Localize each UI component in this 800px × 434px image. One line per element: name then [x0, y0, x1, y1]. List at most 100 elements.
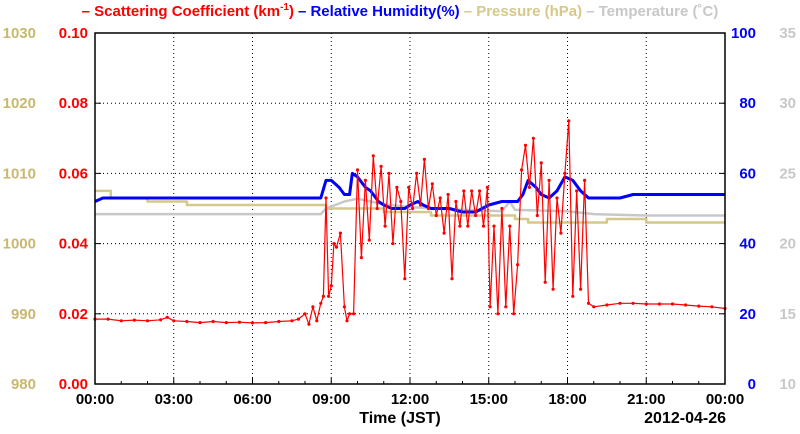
- scattering-point: [352, 312, 356, 316]
- scattering-point: [324, 196, 328, 200]
- scattering-point: [520, 168, 524, 172]
- scattering-point: [657, 302, 662, 306]
- scattering-point: [342, 305, 346, 309]
- scattering-point: [422, 157, 426, 161]
- series-line-relative-humidity: [94, 171, 725, 214]
- y-tick-label-right-outer: 15: [779, 306, 796, 323]
- y-tick-label-right-inner: 0: [748, 376, 756, 393]
- scattering-point: [334, 245, 339, 249]
- scattering-point: [535, 213, 539, 218]
- scattering-point: [697, 304, 701, 308]
- scattering-point: [348, 312, 352, 316]
- scattering-point: [165, 315, 169, 319]
- x-tick-label: 18:00: [548, 391, 586, 408]
- scattering-point: [371, 154, 375, 158]
- scattering-point: [516, 263, 520, 267]
- scattering-point: [198, 321, 202, 325]
- scattering-point: [458, 224, 462, 228]
- scattering-point: [512, 312, 516, 316]
- scattering-point: [387, 171, 391, 175]
- scattering-point: [430, 182, 434, 186]
- scattering-point: [338, 231, 342, 235]
- scattering-point: [543, 280, 547, 284]
- y-tick-label-left-outer: 1000: [3, 236, 36, 253]
- scattering-point: [446, 192, 450, 197]
- scattering-point: [450, 277, 454, 281]
- scattering-point: [321, 294, 325, 298]
- scattering-point: [470, 189, 474, 193]
- scattering-point: [307, 322, 311, 326]
- scattering-point: [395, 185, 399, 189]
- x-tick-label: 09:00: [312, 391, 350, 408]
- scattering-point: [237, 320, 241, 324]
- date-label: 2012-04-26: [644, 410, 726, 427]
- scattering-point: [644, 302, 648, 306]
- scattering-point: [277, 319, 281, 324]
- scattering-point: [119, 319, 123, 323]
- scattering-point: [485, 185, 489, 189]
- scattering-point: [466, 224, 470, 228]
- y-tick-label-right-outer: 30: [779, 95, 796, 112]
- scattering-point: [311, 305, 315, 309]
- scattering-point: [332, 242, 336, 246]
- scattering-point: [403, 277, 407, 281]
- scattering-point: [710, 305, 714, 309]
- scattering-point: [496, 312, 500, 316]
- scattering-point: [531, 136, 536, 140]
- scattering-point: [478, 189, 482, 193]
- y-tick-label-left-inner: 0.06: [59, 165, 88, 182]
- scattering-point: [438, 196, 442, 200]
- scattering-point: [345, 319, 349, 323]
- scattering-point: [391, 242, 395, 246]
- chart-legend: – Scattering Coefficient (km-1) – Relativ…: [0, 2, 800, 20]
- y-tick-label-left-outer: 1010: [3, 165, 36, 182]
- y-tick-label-right-outer: 20: [779, 236, 796, 253]
- y-tick-label-right-inner: 40: [739, 236, 756, 253]
- y-tick-label-right-outer: 10: [779, 376, 796, 393]
- scattering-point: [145, 319, 150, 323]
- y-tick-label-left-outer: 1020: [3, 95, 36, 112]
- x-tick-label: 15:00: [470, 391, 508, 408]
- scattering-point: [211, 319, 215, 324]
- x-axis-label: Time (JST): [359, 410, 441, 427]
- x-tick-label: 21:00: [627, 391, 665, 408]
- y-tick-label-left-inner: 0.02: [59, 306, 88, 323]
- scattering-point: [575, 189, 579, 193]
- y-tick-label-left-inner: 0.08: [59, 95, 88, 112]
- scattering-point: [684, 303, 688, 307]
- scattering-point: [329, 284, 333, 288]
- scattering-point: [132, 318, 136, 322]
- scattering-point: [586, 301, 591, 305]
- scattering-point: [367, 238, 371, 242]
- scattering-point: [106, 317, 110, 321]
- scattering-point: [426, 206, 430, 211]
- scattering-point: [605, 303, 609, 307]
- scattering-point: [383, 224, 387, 228]
- scattering-point: [264, 321, 268, 325]
- x-tick-label: 03:00: [155, 391, 193, 408]
- scattering-point: [418, 203, 423, 207]
- scattering-point: [539, 161, 543, 165]
- scattering-point: [399, 199, 403, 204]
- scattering-point: [571, 294, 575, 298]
- scattering-point: [407, 185, 411, 189]
- scattering-point: [492, 224, 496, 228]
- x-tick-label: 00:00: [706, 391, 744, 408]
- scattering-point: [303, 312, 307, 316]
- scattering-point: [379, 164, 383, 168]
- scattering-point: [670, 302, 675, 306]
- scattering-point: [504, 305, 508, 309]
- x-tick-label: 00:00: [76, 391, 114, 408]
- scattering-point: [567, 119, 571, 123]
- scattering-point: [159, 318, 163, 322]
- scattering-point: [474, 213, 478, 218]
- scattering-point: [583, 178, 587, 182]
- scattering-point: [290, 319, 294, 323]
- y-tick-label-right-inner: 100: [731, 25, 756, 42]
- scattering-point: [579, 287, 583, 291]
- scattering-point: [547, 178, 551, 182]
- y-tick-label-right-inner: 60: [739, 165, 756, 182]
- scattering-point: [327, 294, 331, 298]
- scattering-point: [355, 168, 360, 172]
- scattering-point: [523, 143, 528, 147]
